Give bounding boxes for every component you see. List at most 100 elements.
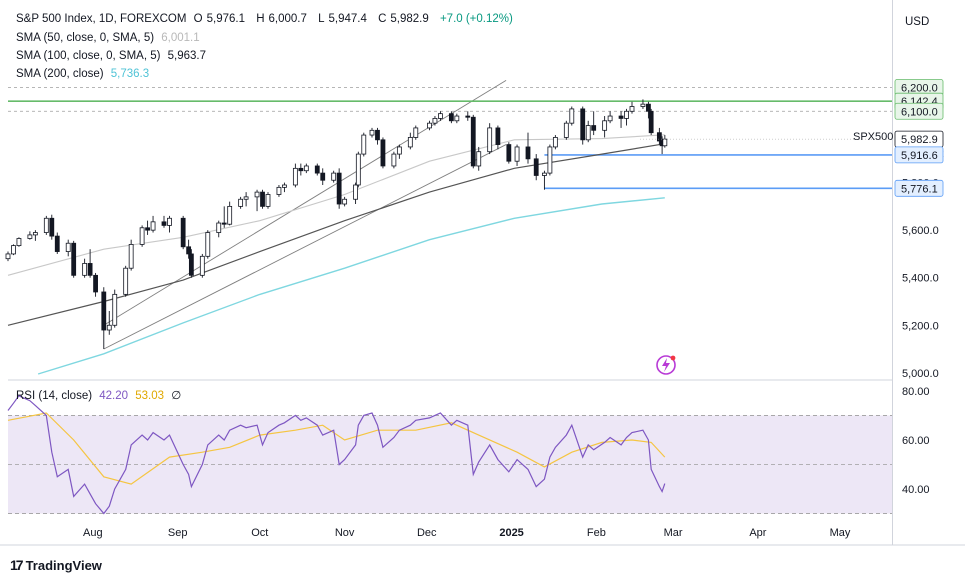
candle-body	[629, 106, 635, 112]
candle	[407, 132, 413, 150]
candle	[369, 127, 375, 138]
candle	[391, 151, 397, 169]
price-tag-blue: 5,916.6	[894, 146, 944, 164]
time-tick-label: Dec	[417, 527, 437, 539]
candle-body	[514, 146, 520, 162]
rsi-tick-label: 60.00	[902, 435, 930, 447]
candle-body	[112, 293, 118, 326]
rsi-legend[interactable]: RSI (14, close) 42.20 53.03 ∅	[16, 390, 182, 402]
time-tick-label: Aug	[83, 527, 103, 539]
candle-body	[640, 103, 646, 107]
candle-body	[65, 242, 71, 252]
candle-body	[353, 184, 358, 200]
tradingview-logo[interactable]: 17 TradingView	[10, 557, 102, 573]
candle-body	[82, 263, 88, 276]
sma100-line	[7, 143, 665, 326]
rsi-ma-value: 53.03	[135, 390, 165, 402]
rsi-na-value: ∅	[171, 390, 182, 402]
candle-body	[413, 127, 419, 138]
candle	[580, 106, 586, 145]
sma200-legend[interactable]: SMA (200, close) 5,736.3	[16, 68, 150, 80]
candle-body	[656, 132, 662, 142]
sma50-legend[interactable]: SMA (50, close, 0, SMA, 5) 6,001.1	[16, 32, 200, 44]
candle	[298, 163, 304, 176]
candle-body	[448, 113, 454, 122]
candle-body	[101, 291, 107, 331]
candle	[43, 215, 49, 235]
candle	[265, 192, 271, 209]
candle-body	[618, 115, 624, 119]
sma50-value: 6,001.1	[161, 32, 200, 44]
candle	[221, 206, 227, 228]
candle-body	[123, 267, 129, 295]
candle-body	[427, 122, 432, 129]
candle	[320, 168, 326, 185]
candle-body	[199, 255, 205, 276]
candle	[506, 142, 512, 164]
candle-body	[5, 253, 11, 260]
candle-body	[265, 194, 271, 207]
candle	[27, 231, 33, 240]
candle	[552, 135, 558, 150]
candle	[361, 132, 367, 157]
candle-body	[585, 125, 591, 141]
candle-body	[563, 122, 569, 138]
candle-body	[380, 139, 386, 167]
sma100-legend[interactable]: SMA (100, close, 0, SMA, 5) 5,963.7	[16, 50, 207, 62]
candle	[646, 101, 651, 119]
candle-body	[454, 115, 460, 122]
price-tag-blue: 5,776.1	[894, 179, 944, 197]
candle-body	[106, 324, 112, 331]
time-tick-label: Oct	[251, 527, 268, 539]
candle-body	[506, 144, 512, 162]
candle	[342, 196, 348, 207]
candle-body	[396, 146, 402, 155]
candle	[353, 182, 358, 205]
candle-body	[188, 253, 194, 276]
channel-line	[103, 144, 507, 350]
candle-body	[438, 113, 443, 119]
candle-body	[369, 129, 375, 136]
candle	[438, 111, 443, 121]
candle-body	[314, 165, 320, 174]
candle	[542, 170, 547, 190]
candle-body	[432, 118, 438, 124]
price-tag-box	[894, 102, 944, 120]
candle	[65, 239, 71, 257]
candle-body	[71, 242, 77, 276]
candle	[282, 182, 287, 193]
currency-label: USD	[905, 16, 930, 28]
candle-body	[238, 198, 244, 207]
rsi-ma-line	[7, 412, 666, 485]
candle-body	[361, 134, 367, 155]
candle-body	[465, 115, 471, 118]
candle	[180, 215, 186, 250]
price-tag-label: 6,200.0	[901, 83, 938, 95]
candle	[470, 114, 476, 169]
candle	[533, 154, 539, 181]
candle-body	[391, 153, 397, 167]
candle-body	[16, 238, 22, 247]
candle-body	[87, 263, 93, 276]
lightning-icon[interactable]	[656, 355, 676, 375]
price-tick-label: 5,600.0	[902, 225, 939, 237]
candle-body	[11, 245, 16, 255]
channel-line	[103, 79, 507, 326]
candle	[254, 189, 260, 212]
candle	[101, 287, 107, 350]
candle	[150, 215, 156, 233]
candle	[243, 192, 249, 207]
rsi-value: 42.20	[99, 390, 129, 402]
candle	[216, 220, 222, 238]
candle	[205, 230, 211, 259]
candle	[336, 168, 342, 209]
candle	[569, 106, 575, 126]
candle-body	[128, 244, 134, 269]
candle-body	[43, 217, 49, 233]
price-tag-label: 5,982.9	[901, 134, 938, 146]
candle	[292, 163, 298, 188]
candles-layer	[5, 99, 668, 350]
candle-body	[375, 129, 380, 141]
candle-body	[221, 222, 227, 225]
